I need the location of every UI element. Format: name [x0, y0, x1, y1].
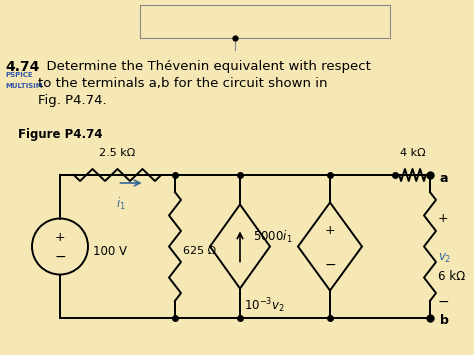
- Text: 6 kΩ: 6 kΩ: [438, 270, 465, 283]
- Text: a: a: [440, 171, 448, 185]
- Text: $v_2$: $v_2$: [438, 252, 451, 265]
- Text: Figure P4.74: Figure P4.74: [18, 128, 102, 141]
- Text: 625 Ω: 625 Ω: [183, 246, 216, 257]
- Text: to the terminals a,b for the circuit shown in: to the terminals a,b for the circuit sho…: [38, 77, 328, 90]
- Text: 100 V: 100 V: [93, 245, 127, 258]
- Text: Determine the Thévenin equivalent with respect: Determine the Thévenin equivalent with r…: [38, 60, 371, 73]
- Text: 4.74: 4.74: [5, 60, 39, 74]
- Text: −: −: [54, 250, 66, 263]
- Text: Fig. P4.74.: Fig. P4.74.: [38, 94, 107, 107]
- Text: $10^{-3}v_2$: $10^{-3}v_2$: [244, 296, 285, 315]
- Text: $5000i_1$: $5000i_1$: [253, 229, 293, 245]
- Text: −: −: [324, 257, 336, 272]
- Text: +: +: [438, 212, 448, 225]
- Text: PSPICE: PSPICE: [5, 72, 33, 78]
- Text: $i_1$: $i_1$: [116, 196, 126, 212]
- Text: +: +: [325, 224, 335, 237]
- Text: MULTISIM: MULTISIM: [5, 83, 43, 89]
- Text: b: b: [440, 315, 449, 328]
- Text: +: +: [55, 231, 65, 244]
- Text: 4 kΩ: 4 kΩ: [400, 148, 425, 158]
- Text: 2.5 kΩ: 2.5 kΩ: [100, 148, 136, 158]
- Text: −: −: [438, 295, 450, 308]
